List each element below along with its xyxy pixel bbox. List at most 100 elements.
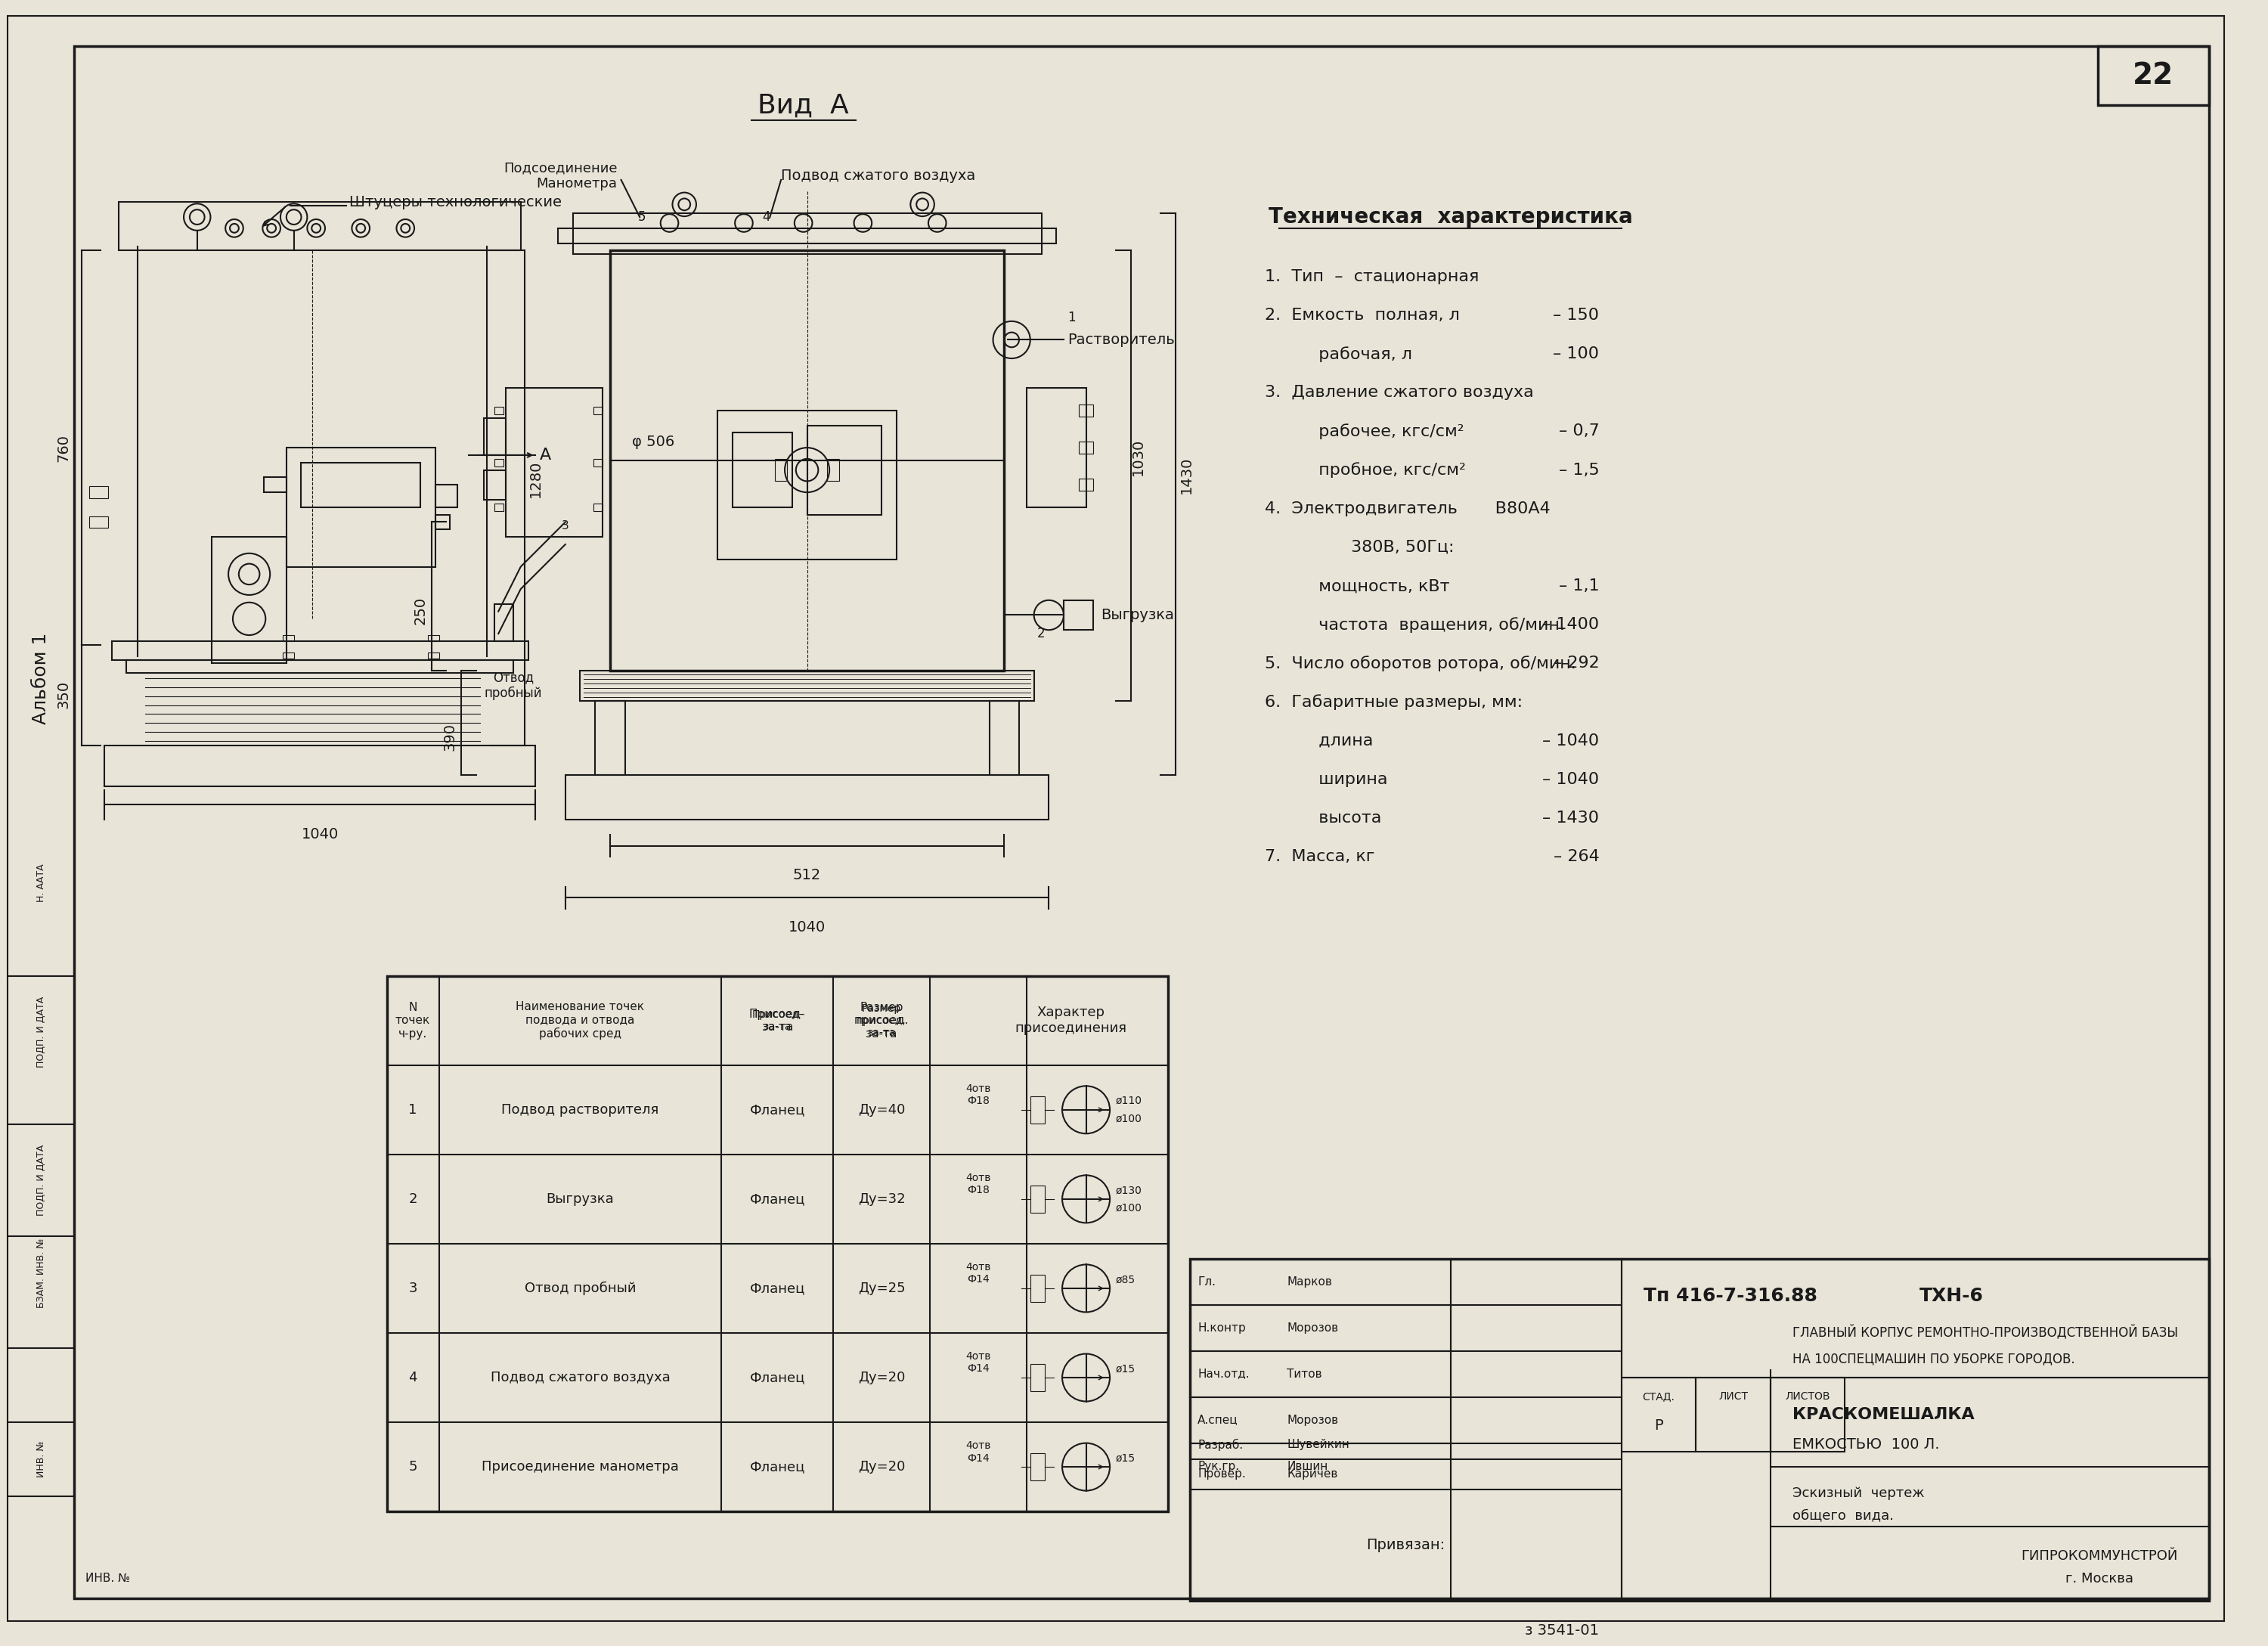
Bar (1030, 1096, 1046, 1123)
Text: 4отв
Ф18: 4отв Ф18 (966, 1083, 991, 1106)
Bar (388, 976, 1168, 1511)
Text: Марков: Марков (1286, 1276, 1331, 1287)
Text: ПОДП. И ДАТА: ПОДП. И ДАТА (36, 1146, 45, 1216)
Text: 5: 5 (408, 1460, 417, 1473)
Text: – 1,5: – 1,5 (1558, 463, 1599, 477)
Text: А.спец: А.спец (1198, 1414, 1238, 1425)
Text: Ду=25: Ду=25 (857, 1282, 905, 1295)
Text: Ду=20: Ду=20 (857, 1371, 905, 1384)
Bar (1622, 1259, 2209, 1378)
Text: 760: 760 (57, 433, 70, 461)
Text: 4: 4 (408, 1371, 417, 1384)
Text: – 1430: – 1430 (1542, 810, 1599, 826)
Text: Ду=20: Ду=20 (857, 1460, 905, 1473)
Text: Выгрузка: Выгрузка (547, 1192, 615, 1207)
Bar (286, 448, 435, 566)
Bar (494, 407, 503, 415)
Text: Отвод пробный: Отвод пробный (524, 1282, 635, 1295)
Text: 3: 3 (408, 1282, 417, 1295)
Text: – 100: – 100 (1554, 346, 1599, 362)
Bar (494, 459, 503, 466)
Text: – 1400: – 1400 (1542, 617, 1599, 632)
Bar (1030, 1276, 1046, 1302)
Bar (776, 459, 787, 481)
Text: Техническая  характеристика: Техническая характеристика (1268, 206, 1633, 227)
Text: высота: высота (1266, 810, 1381, 826)
Text: ø110: ø110 (1116, 1096, 1143, 1106)
Text: Фланец: Фланец (751, 1460, 805, 1473)
Bar (263, 477, 286, 492)
Text: ГЛАВНЫЙ КОРПУС РЕМОНТНО-ПРОИЗВОДСТВЕННОЙ БАЗЫ: ГЛАВНЫЙ КОРПУС РЕМОНТНО-ПРОИЗВОДСТВЕННОЙ… (1792, 1325, 2177, 1340)
Bar (88, 517, 109, 528)
Bar (88, 486, 109, 499)
Bar (483, 471, 506, 500)
Text: Фланец: Фланец (751, 1103, 805, 1116)
Bar (594, 701, 626, 775)
Bar (211, 537, 286, 663)
Text: ЛИСТ: ЛИСТ (1719, 1391, 1749, 1401)
Text: Н.контр: Н.контр (1198, 1322, 1245, 1333)
Text: ТХН-6: ТХН-6 (1919, 1287, 1982, 1305)
Bar (1080, 405, 1093, 416)
Text: КРАСКОМЕШАЛКА: КРАСКОМЕШАЛКА (1792, 1407, 1975, 1422)
Text: 6.  Габаритные размеры, мм:: 6. Габаритные размеры, мм: (1266, 695, 1522, 709)
Text: 1040: 1040 (789, 920, 826, 935)
Bar (717, 410, 896, 560)
Text: ø100: ø100 (1116, 1203, 1143, 1213)
Text: Фланец: Фланец (751, 1282, 805, 1295)
Bar (104, 746, 535, 787)
Bar (429, 635, 440, 640)
Text: 2.  Емкость  полная, л: 2. Емкость полная, л (1266, 308, 1461, 323)
Bar (1080, 441, 1093, 454)
Bar (284, 652, 295, 658)
Text: Растворитель: Растворитель (1068, 332, 1175, 347)
Text: мощность, кВт: мощность, кВт (1266, 578, 1449, 594)
Text: 390: 390 (442, 723, 458, 751)
Text: А: А (540, 448, 551, 463)
Text: ø15: ø15 (1116, 1363, 1136, 1374)
Text: частота  вращения, об/мин.: частота вращения, об/мин. (1266, 617, 1565, 632)
Bar (565, 775, 1048, 820)
Text: ø15: ø15 (1116, 1453, 1136, 1463)
Text: – 0,7: – 0,7 (1558, 423, 1599, 439)
Text: 5: 5 (637, 211, 646, 224)
Text: Рук.гр.: Рук.гр. (1198, 1460, 1238, 1472)
Text: Тп 416-7-316.88: Тп 416-7-316.88 (1644, 1287, 1817, 1305)
Text: длина: длина (1266, 732, 1372, 749)
Text: 2: 2 (1036, 627, 1046, 640)
Bar (989, 701, 1018, 775)
Text: 250: 250 (413, 596, 426, 624)
Bar (2098, 46, 2209, 105)
Text: 5.  Число оборотов ротора, об/мин.: 5. Число оборотов ротора, об/мин. (1266, 655, 1576, 672)
Bar (1027, 388, 1086, 507)
Bar (1191, 1490, 1622, 1602)
Text: Характер
присоединения: Характер присоединения (1016, 1006, 1127, 1035)
Text: 7.  Масса, кг: 7. Масса, кг (1266, 849, 1374, 864)
Text: Присоед-
за-та: Присоед- за-та (748, 1009, 805, 1032)
Text: Отвод
пробный: Отвод пробный (485, 672, 542, 701)
Text: 1030: 1030 (1132, 438, 1145, 476)
Text: Разраб.: Разраб. (1198, 1439, 1243, 1450)
Bar (1771, 1378, 1844, 1452)
Bar (1064, 601, 1093, 630)
Bar (1080, 479, 1093, 491)
Text: 4: 4 (762, 211, 769, 224)
Text: 3: 3 (562, 520, 569, 532)
Text: Н. ААТА: Н. ААТА (36, 864, 45, 902)
Text: 4отв
Ф18: 4отв Ф18 (966, 1172, 991, 1195)
Text: 1: 1 (408, 1103, 417, 1116)
Text: ø85: ø85 (1116, 1274, 1136, 1284)
Text: Провер.: Провер. (1198, 1468, 1245, 1480)
Text: Фланец: Фланец (751, 1192, 805, 1207)
Text: – 1040: – 1040 (1542, 772, 1599, 787)
Text: Присоед-
за-та: Присоед- за-та (751, 1009, 803, 1032)
Text: Фланец: Фланец (751, 1371, 805, 1384)
Text: φ 506: φ 506 (633, 435, 676, 449)
Text: 1040: 1040 (302, 826, 338, 841)
Text: г. Москва: г. Москва (2066, 1572, 2134, 1585)
Text: Морозов: Морозов (1286, 1414, 1338, 1425)
Text: – 1040: – 1040 (1542, 732, 1599, 749)
Text: рабочее, кгс/см²: рабочее, кгс/см² (1266, 423, 1463, 439)
Text: 1430: 1430 (1179, 456, 1193, 494)
Text: Штуцеры технологические: Штуцеры технологические (349, 194, 562, 209)
